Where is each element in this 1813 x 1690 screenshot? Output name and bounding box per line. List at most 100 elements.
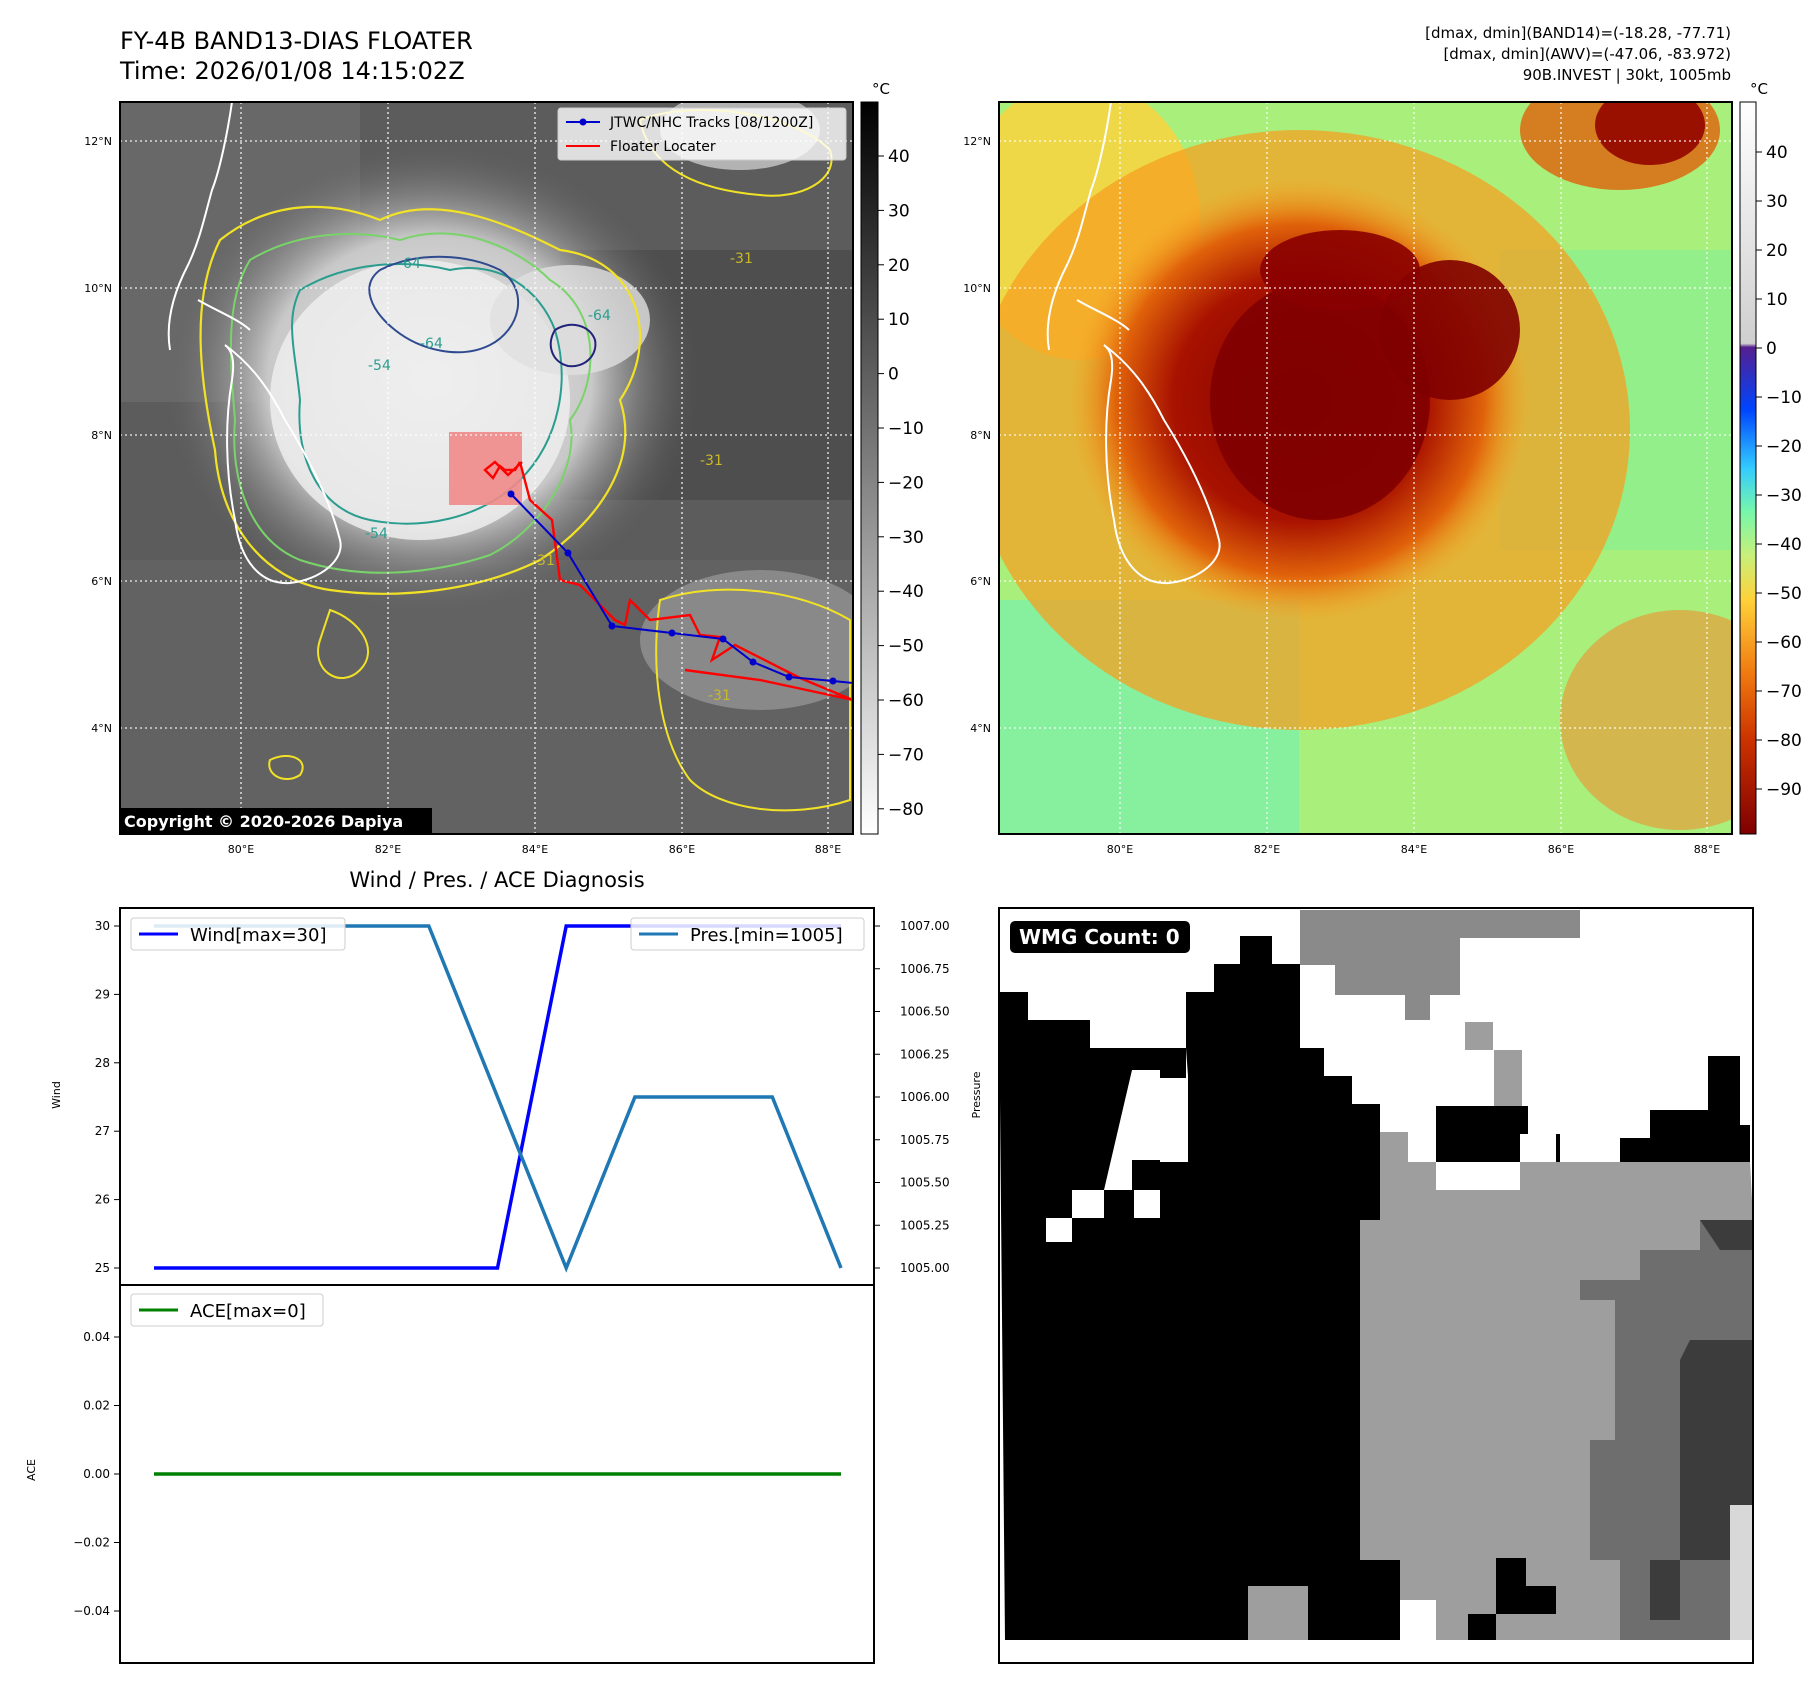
colorbar-tick-label: 0 xyxy=(1766,339,1777,359)
wmg-white-gap xyxy=(1046,1070,1160,1242)
svg-text:4°N: 4°N xyxy=(91,722,112,735)
pressure-ylabel: Pressure xyxy=(970,1071,983,1118)
svg-text:84°E: 84°E xyxy=(522,843,548,856)
ir-legend: JTWC/NHC Tracks [08/1200Z] Floater Locat… xyxy=(557,107,847,161)
band14-range: [dmax, dmin](BAND14)=(-18.28, -77.71) xyxy=(1425,24,1731,42)
colorbar-tick-label: −60 xyxy=(888,691,924,711)
colorbar-tick-label: 30 xyxy=(1766,192,1788,212)
svg-text:8°N: 8°N xyxy=(970,429,991,442)
axis-tick-label: 28 xyxy=(95,1056,110,1070)
colorbar-tick-label: 0 xyxy=(888,365,899,385)
axis-tick-label: 1005.25 xyxy=(900,1218,950,1232)
ace-legend: ACE[max=0] xyxy=(130,1293,324,1327)
contour-label: -31 xyxy=(730,251,753,267)
coastline xyxy=(1046,102,1221,585)
axis-tick-label: 1006.50 xyxy=(900,1005,950,1019)
ir-colorbar xyxy=(860,101,879,835)
svg-text:82°E: 82°E xyxy=(375,843,401,856)
contour-blue xyxy=(549,323,597,368)
contour-label: -31 xyxy=(708,688,731,704)
svg-text:6°N: 6°N xyxy=(91,575,112,588)
colorbar-tick-label: −30 xyxy=(1766,486,1802,506)
colorbar-tick-label: 10 xyxy=(1766,290,1788,310)
axis-tick-label: 1005.50 xyxy=(900,1176,950,1190)
wv-map-panel: 80°E 82°E 84°E 86°E 88°E 12°N 10°N 8°N 6… xyxy=(963,80,1802,856)
copyright-text: Copyright © 2020-2026 Dapiya xyxy=(124,812,403,831)
axis-tick-label: −0.04 xyxy=(73,1604,110,1618)
svg-text:88°E: 88°E xyxy=(1694,843,1720,856)
wmg-gray-region xyxy=(1300,910,1580,1020)
colorbar-tick-label: −10 xyxy=(1766,388,1802,408)
colorbar-tick-label: −70 xyxy=(888,745,924,765)
colorbar-tick-label: −50 xyxy=(1766,584,1802,604)
pressure-axis-ticks: 1007.00 1006.75 1006.50 1006.25 1006.00 1005.… xyxy=(874,919,950,1275)
awv-range: [dmax, dmin](AWV)=(-47.06, -83.972) xyxy=(1443,45,1731,63)
ir-cloud-cell xyxy=(640,570,853,710)
ir-frame xyxy=(119,101,854,835)
wind-axis-ticks: 30 29 28 27 26 25 xyxy=(95,919,120,1275)
wmg-darkest-region xyxy=(1650,1220,1752,1620)
wmg-black-cell xyxy=(1496,1558,1526,1614)
wmg-gray-cell xyxy=(1465,1022,1493,1050)
colorbar-tick-label: 40 xyxy=(1766,143,1788,163)
axis-tick-label: 1006.75 xyxy=(900,962,950,976)
axis-tick-label: 29 xyxy=(95,987,110,1001)
colorbar-tick-label: −20 xyxy=(1766,437,1802,457)
svg-text:6°N: 6°N xyxy=(970,575,991,588)
wind-legend-label: Wind[max=30] xyxy=(190,925,327,946)
colorbar-tick-label: −80 xyxy=(888,800,924,820)
wmg-count-label: WMG Count: 0 xyxy=(1019,925,1180,949)
ir-lat-labels: 12°N 10°N 8°N 6°N 4°N xyxy=(84,135,112,735)
colorbar-tick-label: −90 xyxy=(1766,780,1802,800)
wv-colorbar-ticks: 40 30 20 10 0 −10 −20 −30 −40 −50 −60 −70 −80 −90 xyxy=(1756,143,1802,800)
wv-gridlines xyxy=(999,102,1732,834)
track-point xyxy=(564,549,572,557)
colorbar-tick-label: 20 xyxy=(888,256,910,276)
pressure-legend-label: Pres.[min=1005] xyxy=(690,925,843,946)
ir-map-panel: -64 -64 -54 -54 -64 -31 -31 -31 -31 JTWC… xyxy=(84,80,924,856)
wv-frame xyxy=(998,101,1733,835)
axis-tick-label: 25 xyxy=(95,1261,110,1275)
axis-tick-label: 1005.75 xyxy=(900,1133,950,1147)
wmg-count-badge xyxy=(1010,921,1190,953)
colorbar-tick-label: −20 xyxy=(888,473,924,493)
diagnosis-chart: Wind / Pres. / ACE Diagnosis 30 29 28 27 26 2… xyxy=(25,868,983,1664)
legend-jtwc-label: JTWC/NHC Tracks [08/1200Z] xyxy=(609,115,813,131)
svg-text:88°E: 88°E xyxy=(815,843,841,856)
contour-label: -54 xyxy=(368,358,391,374)
colorbar-tick-label: −80 xyxy=(1766,731,1802,751)
wmg-frame xyxy=(998,907,1754,1664)
ace-legend-label: ACE[max=0] xyxy=(190,1301,306,1322)
contour-yellow xyxy=(317,608,370,680)
wv-moist-area xyxy=(1560,610,1732,830)
wmg-black-region xyxy=(1436,1056,1750,1162)
svg-text:12°N: 12°N xyxy=(84,135,112,148)
axis-tick-label: 0.02 xyxy=(83,1399,110,1413)
contour-label: -31 xyxy=(532,553,555,569)
wmg-panel: WMG Count: 0 xyxy=(998,907,1754,1664)
axis-tick-label: 1006.00 xyxy=(900,1090,950,1104)
colorbar-tick-label: 30 xyxy=(888,201,910,221)
floater-locater-track xyxy=(518,461,853,702)
svg-text:10°N: 10°N xyxy=(963,282,991,295)
axis-tick-label: −0.02 xyxy=(73,1536,110,1550)
contour-label: -31 xyxy=(700,453,723,469)
contour-green xyxy=(229,232,592,574)
ir-lon-labels: 80°E 82°E 84°E 86°E 88°E xyxy=(228,843,841,856)
axis-tick-label: 1007.00 xyxy=(900,919,950,933)
contour-yellow xyxy=(268,755,304,780)
contour-label: -64 xyxy=(588,308,611,324)
figure-time: Time: 2026/01/08 14:15:02Z xyxy=(119,57,465,85)
axis-tick-label: 0.04 xyxy=(83,1330,110,1344)
track-point xyxy=(668,629,676,637)
copyright-badge xyxy=(120,808,432,834)
wmg-gray-cell xyxy=(1494,1050,1522,1106)
ace-axis-ticks: 0.04 0.02 0.00 −0.02 −0.04 xyxy=(73,1330,120,1618)
colorbar-tick-label: 40 xyxy=(888,147,910,167)
legend-floater-label: Floater Locater xyxy=(610,139,716,155)
coastline xyxy=(167,102,342,585)
track-point xyxy=(785,673,793,681)
wmg-light-cell xyxy=(1730,1505,1752,1640)
diag-title: Wind / Pres. / ACE Diagnosis xyxy=(349,868,644,892)
